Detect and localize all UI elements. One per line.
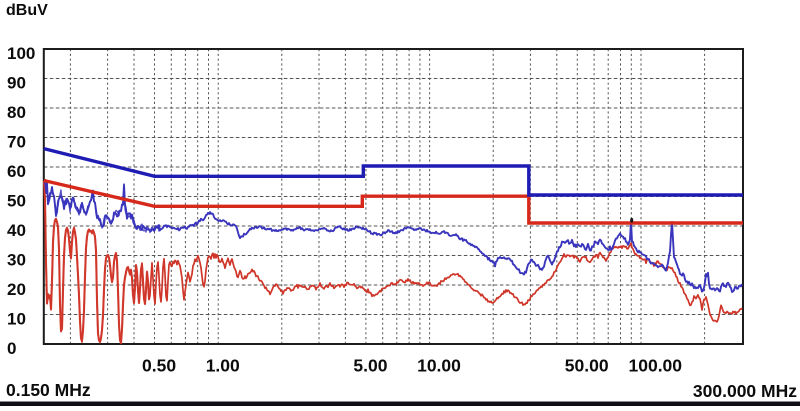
- svg-text:10: 10: [7, 310, 26, 329]
- svg-text:100: 100: [7, 44, 35, 63]
- svg-text:80: 80: [7, 103, 26, 122]
- svg-text:70: 70: [7, 133, 26, 152]
- svg-text:1.00: 1.00: [206, 356, 240, 376]
- svg-text:50: 50: [7, 192, 26, 211]
- svg-text:dBuV: dBuV: [6, 2, 48, 19]
- svg-text:0.50: 0.50: [142, 356, 176, 376]
- svg-text:50.00: 50.00: [565, 356, 609, 376]
- svg-text:5.00: 5.00: [353, 356, 387, 376]
- svg-text:60: 60: [7, 162, 26, 181]
- svg-text:30: 30: [7, 251, 26, 270]
- svg-text:300.000 MHz: 300.000 MHz: [693, 381, 797, 401]
- svg-text:10.00: 10.00: [417, 356, 461, 376]
- svg-text:90: 90: [7, 74, 26, 93]
- svg-text:0: 0: [7, 339, 16, 358]
- svg-text:40: 40: [7, 221, 26, 240]
- svg-text:20: 20: [7, 280, 26, 299]
- svg-text:100.00: 100.00: [629, 356, 683, 376]
- svg-text:0.150 MHz: 0.150 MHz: [6, 380, 91, 400]
